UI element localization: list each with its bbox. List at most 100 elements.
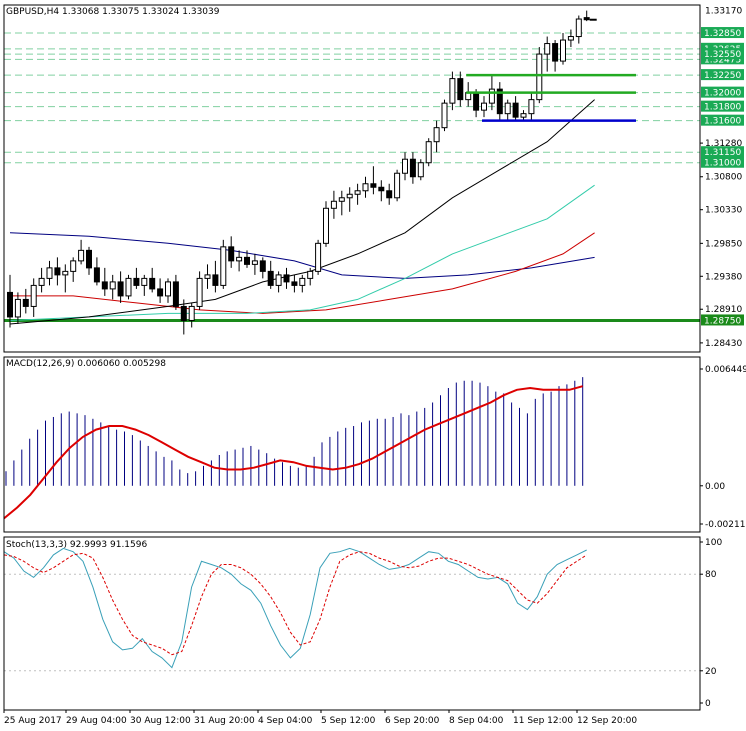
price-axis-top-label: 1.33170 [705,7,742,17]
candle[interactable] [552,43,559,62]
candle[interactable] [180,305,187,321]
candle[interactable] [544,43,551,55]
candle[interactable] [46,267,53,279]
candle[interactable] [567,36,574,41]
candle[interactable] [172,281,179,307]
price-tag-label: 1.32250 [704,71,741,81]
candle[interactable] [165,281,171,297]
candle[interactable] [275,274,282,286]
candle[interactable] [283,274,290,283]
candle[interactable] [141,277,148,286]
candle[interactable] [560,39,566,62]
candle[interactable] [528,99,535,115]
candle[interactable] [457,78,464,101]
price-tag-label: 1.31000 [704,159,741,169]
time-axis-label: 5 Sep 12:00 [321,716,376,726]
price-tag [701,69,744,81]
candle[interactable] [22,298,29,307]
candle[interactable] [251,260,258,265]
candle[interactable] [117,281,124,297]
candle[interactable] [188,305,195,321]
candle[interactable] [425,141,432,164]
candle[interactable] [38,277,45,286]
candle[interactable] [338,197,345,202]
candle[interactable] [504,102,511,115]
time-axis-label: 29 Aug 04:00 [66,716,127,726]
candle[interactable] [496,88,503,115]
candle[interactable] [512,102,519,118]
stoch-axis-label: 80 [705,570,717,580]
candle[interactable] [473,92,480,111]
candle[interactable] [236,256,243,262]
candle[interactable] [7,291,13,318]
candle[interactable] [362,183,369,192]
candle[interactable] [323,207,329,244]
candle[interactable] [291,281,298,286]
price-axis-label: 1.31280 [705,139,742,149]
candle[interactable] [212,274,219,286]
candle[interactable] [101,281,108,290]
candle[interactable] [315,242,322,272]
price-tag [701,48,744,60]
candle[interactable] [157,288,164,297]
candle[interactable] [299,277,306,286]
candle[interactable] [330,200,337,209]
candle[interactable] [149,277,156,290]
candle[interactable] [125,277,132,297]
candle[interactable] [449,78,456,104]
price-axis-label: 1.30330 [705,206,742,216]
candle[interactable] [441,102,448,129]
price-pane[interactable] [4,10,700,335]
candle[interactable] [307,270,314,279]
price-tag [701,100,744,112]
candle[interactable] [228,246,235,262]
candle[interactable] [133,277,140,286]
macd-pane[interactable] [3,377,584,520]
candle[interactable] [30,284,37,307]
price-axis-label: 1.29380 [705,272,742,282]
candle[interactable] [481,102,487,111]
price-axis-label: 1.29850 [705,239,742,249]
candle[interactable] [378,186,385,192]
candle[interactable] [583,17,590,21]
macd-axis-label: 0.006449 [705,365,746,375]
candle[interactable] [244,256,250,265]
stochastic-pane[interactable] [3,547,700,672]
candle[interactable] [433,127,440,143]
candle[interactable] [220,246,227,286]
candle[interactable] [402,158,408,174]
candle[interactable] [370,183,377,188]
candle[interactable] [109,281,116,290]
price-tag-label: 1.32475 [704,55,741,65]
candle[interactable] [417,162,424,178]
candle[interactable] [14,298,21,318]
chart-header: GBPUSD,H4 1.33068 1.33075 1.33024 1.3303… [6,7,220,17]
candle[interactable] [575,18,582,38]
candle[interactable] [488,88,495,104]
stoch-signal-line [3,551,587,656]
candle[interactable] [267,270,274,286]
candle[interactable] [196,277,203,307]
candle[interactable] [70,260,77,272]
time-axis-label: 25 Aug 2017 [4,716,62,726]
candle[interactable] [346,193,353,199]
candle[interactable] [93,267,100,283]
candle[interactable] [86,249,92,269]
candle[interactable] [520,113,527,118]
price-tag-label: 1.31600 [704,117,741,127]
candle[interactable] [409,158,416,178]
candle[interactable] [386,190,393,199]
candle[interactable] [259,260,266,272]
price-tag-label: 1.28750 [704,316,741,326]
candle[interactable] [78,249,85,262]
candle[interactable] [204,274,211,279]
price-axis-label: 1.30800 [705,173,742,183]
price-tag-label: 1.32850 [704,29,741,39]
candle[interactable] [354,190,361,195]
price-tag [701,314,744,326]
candle[interactable] [54,267,61,276]
candle[interactable] [536,53,543,101]
candle[interactable] [62,270,69,276]
candle[interactable] [394,172,401,199]
